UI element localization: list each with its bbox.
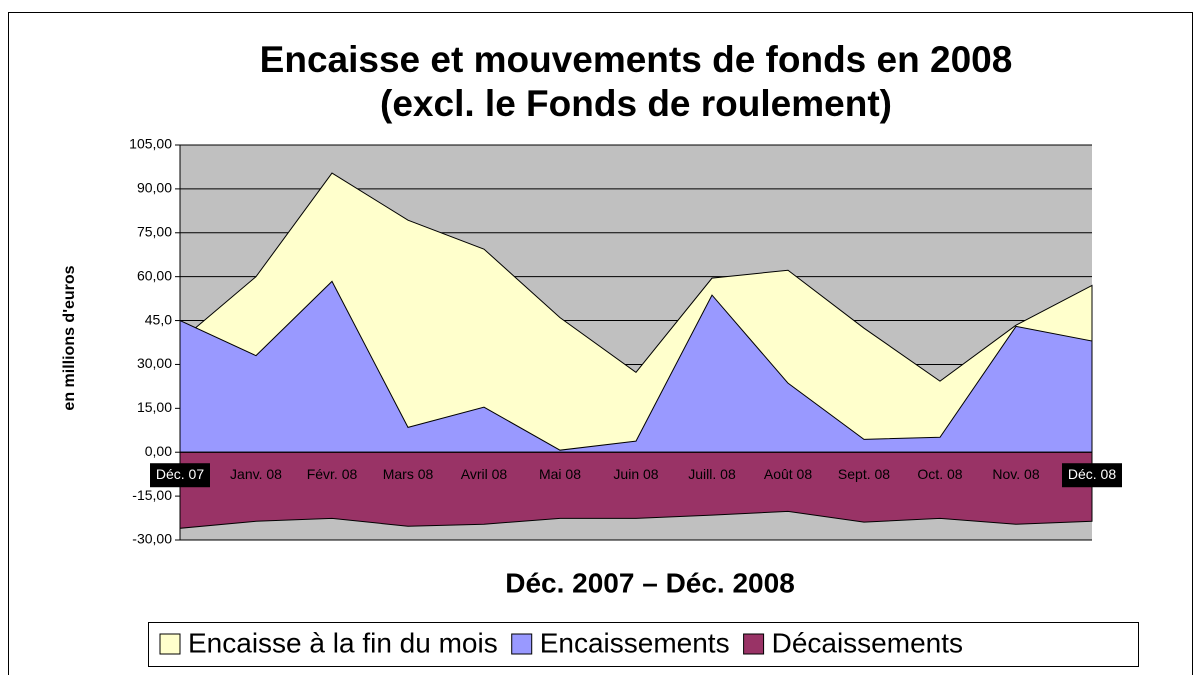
x-tick-label: Févr. 08 [307,466,358,482]
x-tick-label: Août 08 [764,466,812,482]
y-tick-label: 0,00 [145,443,172,459]
y-tick-label: -15,00 [132,487,172,503]
x-tick-label: Mars 08 [383,466,434,482]
x-tick-label: Avril 08 [461,466,508,482]
y-tick-label: 90,00 [137,180,172,196]
chart-title: Encaisse et mouvements de fonds en 2008 [260,39,1013,80]
legend-swatch [743,633,765,655]
x-tick-label: Nov. 08 [992,466,1039,482]
x-tick-label-bg [1062,463,1122,488]
x-tick-label: Déc. 08 [1068,466,1116,482]
frame [8,12,1193,675]
area [179,172,1093,453]
legend [148,622,1139,667]
legend-swatch [159,633,181,655]
y-tick-label: 60,00 [137,267,172,283]
y-tick-label: -30,00 [132,531,172,547]
legend-label: Décaissements [772,627,963,658]
x-axis-title: Déc. 2007 – Déc. 2008 [505,567,795,598]
legend-swatch [511,633,533,655]
x-tick-label: Sept. 08 [838,466,890,482]
area [179,280,1093,453]
x-tick-label: Déc. 07 [156,466,204,482]
x-tick-label: Janv. 08 [230,466,282,482]
x-tick-label: Juill. 08 [688,466,736,482]
legend-label: Encaisse à la fin du mois [188,627,498,658]
x-tick-label: Mai 08 [539,466,581,482]
y-tick-label: 45,0 [145,311,172,327]
x-tick-label: Oct. 08 [917,466,962,482]
chart-title: (excl. le Fonds de roulement) [380,83,892,124]
y-axis-title: en millions d'euros [61,265,78,410]
y-tick-label: 75,00 [137,223,172,239]
y-tick-label: 105,00 [129,136,172,152]
x-tick-label-bg [150,463,210,488]
y-tick-label: 15,00 [137,399,172,415]
x-tick-label: Juin 08 [613,466,658,482]
legend-label: Encaissements [540,627,730,658]
y-tick-label: 30,00 [137,355,172,371]
area [179,451,1093,529]
